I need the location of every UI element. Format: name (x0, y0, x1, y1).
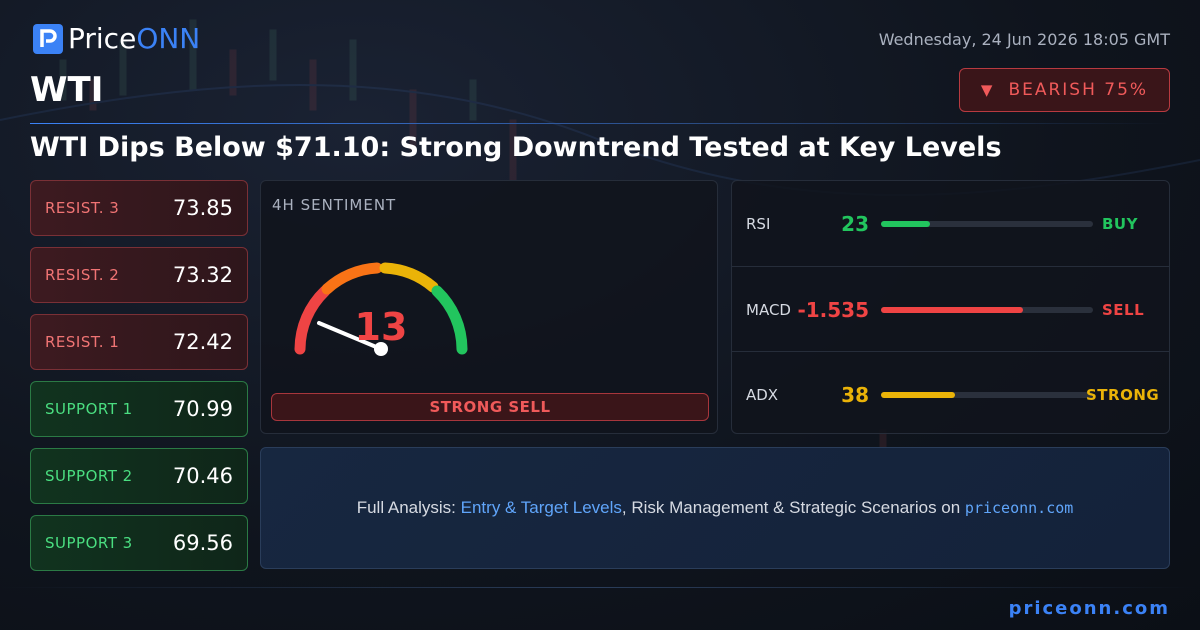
logo-text: PriceONN (68, 21, 200, 57)
indicator-signal: STRONG (1086, 385, 1160, 404)
logo-b: ONN (136, 22, 201, 55)
level-label: SUPPORT 3 (45, 534, 133, 552)
indicator-track (881, 306, 1093, 313)
badge-text: BEARISH 75% (1008, 80, 1149, 100)
sentiment-verdict: STRONG SELL (271, 393, 709, 421)
level-label: RESIST. 1 (45, 333, 120, 351)
indicator-fill (881, 306, 1024, 313)
site[interactable]: priceonn.com (1008, 598, 1170, 619)
indicator-value: 23 (841, 211, 869, 236)
sentiment-value: 13 (354, 305, 408, 349)
indicator-fill (881, 220, 930, 227)
level-value: 70.99 (172, 397, 233, 421)
level-box: RESIST. 3 73.85 (30, 180, 248, 236)
headline: WTI Dips Below $71.10: Strong Downtrend … (30, 132, 1002, 163)
indicator-row: ADX 38 STRONG (732, 351, 1169, 437)
footer-box: Full Analysis: Entry & Target Levels, Ri… (260, 447, 1170, 569)
logo-a: Price (68, 22, 137, 55)
level-label: SUPPORT 1 (45, 400, 133, 418)
indicator-signal: SELL (1102, 300, 1145, 319)
indicator-signal: BUY (1102, 214, 1138, 233)
badge: ▼ BEARISH 75% (959, 68, 1170, 112)
level-box: SUPPORT 3 69.56 (30, 515, 248, 571)
level-box: RESIST. 2 73.32 (30, 247, 248, 303)
footer-site[interactable]: priceonn.com (964, 499, 1074, 517)
level-value: 73.32 (172, 263, 233, 287)
level-box: SUPPORT 2 70.46 (30, 448, 248, 504)
level-value: 72.42 (172, 330, 233, 354)
gauge (294, 262, 468, 356)
level-box: SUPPORT 1 70.99 (30, 381, 248, 437)
level-value: 73.85 (172, 196, 233, 220)
indicator-name: ADX (746, 385, 779, 404)
indicator-row: MACD -1.535 SELL (732, 266, 1169, 352)
footer-rest: , Risk Management & Strategic Scenarios … (621, 498, 965, 517)
bottom-line (0, 587, 1200, 588)
sentiment-panel: 4H SENTIMENT 13 STRONG SELL (260, 180, 718, 434)
level-label: SUPPORT 2 (45, 467, 133, 485)
logo-icon (33, 24, 63, 54)
indicator-track (881, 220, 1093, 227)
indicator-fill (881, 391, 956, 398)
symbol: WTI (30, 70, 104, 110)
level-box: RESIST. 1 72.42 (30, 314, 248, 370)
level-label: RESIST. 3 (45, 199, 120, 217)
footer-link[interactable]: Entry & Target Levels (460, 498, 622, 517)
datetime: Wednesday, 24 Jun 2026 18:05 GMT (878, 30, 1170, 49)
indicator-value: 38 (841, 382, 869, 407)
indicator-row: RSI 23 BUY (732, 181, 1169, 266)
separator (30, 123, 1170, 124)
indicator-value: -1.535 (797, 297, 869, 322)
badge-arrow: ▼ (980, 81, 995, 99)
level-label: RESIST. 2 (45, 266, 120, 284)
indicator-track (881, 391, 1093, 398)
sentiment-label: 4H SENTIMENT (272, 196, 397, 214)
indicators-panel: RSI 23 BUY MACD -1.535 SELL ADX 38 STRONG (731, 180, 1170, 434)
level-value: 70.46 (172, 464, 233, 488)
footer-lead: Full Analysis: (356, 498, 461, 517)
level-value: 69.56 (172, 531, 233, 555)
indicator-name: MACD (746, 300, 791, 319)
indicator-name: RSI (746, 214, 771, 233)
